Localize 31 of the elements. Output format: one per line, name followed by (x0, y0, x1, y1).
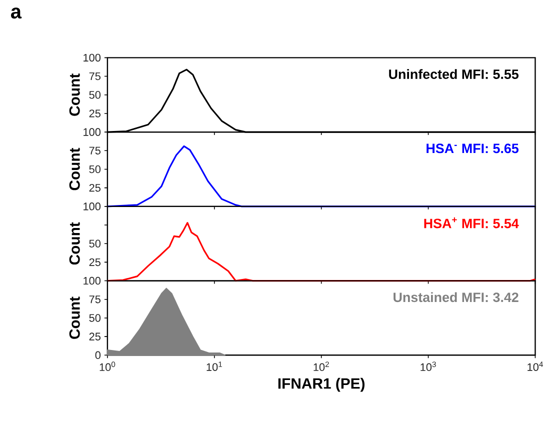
y-tick-label: 75 (89, 146, 101, 155)
text: HSA$^{-}$ MFI: 5.65 (426, 144, 519, 154)
x-tick-label: 10$^{1}$ (206, 362, 222, 372)
y-tick-label: 100 (84, 54, 101, 62)
x-tick-label: 10$^{3}$ (420, 362, 436, 372)
y-axis-title: Count (69, 74, 80, 116)
y-axis-title: Count (69, 148, 80, 190)
text: HSA$^{+}$ MFI: 5.54 (424, 217, 519, 228)
y-tick-label: 50 (89, 240, 101, 248)
y-axis-title: Count (69, 296, 80, 340)
y-tick-label: 25 (89, 110, 101, 118)
y-tick-label: 50 (89, 91, 101, 99)
y-tick-label: 50 (89, 165, 101, 174)
x-tick-label: 10$^{0}$ (100, 362, 116, 372)
y-tick-label: 50 (89, 314, 101, 322)
chart-title: a (11, 8, 22, 19)
x-tick-label: 10$^{2}$ (314, 362, 329, 372)
y-tick-label: 0 (95, 351, 101, 360)
y-tick-label: 100 (84, 277, 101, 285)
y-tick-label: 25 (89, 332, 101, 341)
x-axis-title: IFNAR1 (PE) (278, 378, 365, 392)
y-axis-title: Count (69, 222, 80, 265)
y-tick-label: 100 (84, 128, 101, 136)
y-tick-label: 100 (84, 202, 101, 210)
text: Uninfected MFI: 5.55 (389, 69, 519, 80)
text: Unstained MFI: 3.42 (394, 292, 518, 302)
y-tick-label: 75 (89, 296, 101, 304)
y-tick-label: 75 (89, 72, 101, 80)
y-tick-label: 25 (89, 184, 101, 192)
x-tick-label: 10$^{4}$ (528, 362, 543, 372)
y-tick-label: 25 (89, 258, 101, 266)
